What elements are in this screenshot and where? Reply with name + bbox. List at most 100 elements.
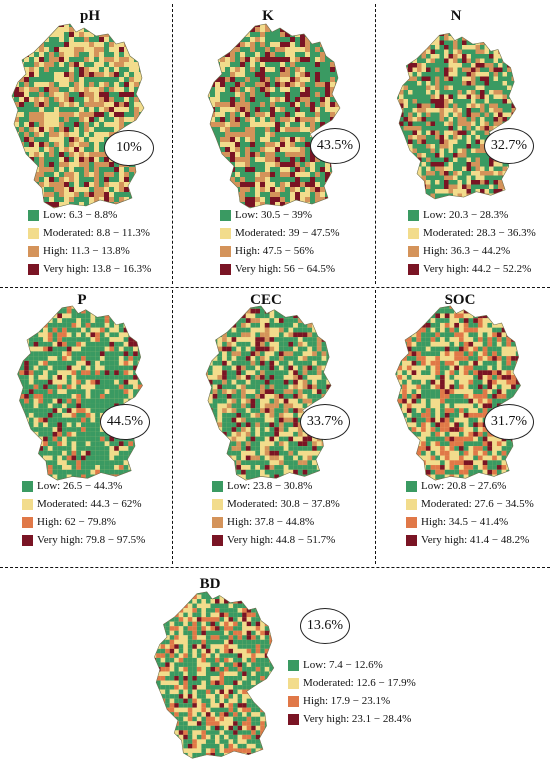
germany-map-bd: [154, 591, 275, 759]
panel-title: pH: [79, 8, 100, 24]
legend-item-very-high: Very high: 44.2 − 52.2%: [408, 260, 536, 278]
percent-badge: 32.7%: [484, 128, 534, 164]
panel-title: SOC: [444, 292, 476, 308]
divider-vertical-top-right: [375, 4, 376, 284]
legend-label: Moderated: 27.6 − 34.5%: [421, 497, 534, 510]
swatch-very-high: [408, 263, 419, 275]
swatch-moderated: [220, 227, 231, 239]
swatch-moderated: [408, 227, 419, 239]
swatch-high: [220, 245, 231, 257]
swatch-low: [22, 480, 33, 492]
legend-item-moderated: Moderated: 30.8 − 37.8%: [212, 495, 340, 513]
swatch-high: [28, 245, 39, 257]
germany-map-k: [207, 23, 341, 209]
map-raster: [208, 24, 340, 208]
legend-ph: Low: 6.3 − 8.8% Moderated: 8.8 − 11.3% H…: [28, 206, 151, 278]
legend-label: Very high: 13.8 − 16.3%: [43, 262, 152, 275]
legend-cec: Low: 23.8 − 30.8% Moderated: 30.8 − 37.8…: [212, 477, 340, 549]
swatch-moderated: [288, 677, 299, 689]
legend-label: High: 37.8 − 44.8%: [227, 515, 315, 528]
legend-label: High: 36.3 − 44.2%: [423, 244, 511, 257]
panel-title: P: [77, 292, 87, 308]
germany-map-n: [396, 33, 517, 200]
legend-item-high: High: 34.5 − 41.4%: [406, 513, 534, 531]
legend-item-moderated: Moderated: 12.6 − 17.9%: [288, 674, 416, 692]
legend-item-high: High: 36.3 − 44.2%: [408, 242, 536, 260]
legend-item-very-high: Very high: 41.4 − 48.2%: [406, 531, 534, 549]
swatch-low: [406, 480, 417, 492]
germany-map-cec: [205, 305, 332, 481]
legend-label: Low: 30.5 − 39%: [235, 208, 313, 221]
legend-k: Low: 30.5 − 39% Moderated: 39 − 47.5% Hi…: [220, 206, 340, 278]
swatch-high: [212, 516, 223, 528]
swatch-low: [28, 209, 39, 221]
legend-label: High: 34.5 − 41.4%: [421, 515, 509, 528]
legend-label: Very high: 41.4 − 48.2%: [421, 533, 530, 546]
legend-item-high: High: 11.3 − 13.8%: [28, 242, 151, 260]
germany-map-p: [17, 305, 143, 481]
legend-item-low: Low: 20.3 − 28.3%: [408, 206, 536, 224]
legend-label: Low: 6.3 − 8.8%: [43, 208, 118, 221]
swatch-low: [408, 209, 419, 221]
swatch-moderated: [212, 498, 223, 510]
map-raster: [397, 33, 516, 199]
germany-outline: [11, 23, 145, 209]
panel-title: K: [262, 8, 274, 24]
swatch-high: [408, 245, 419, 257]
legend-item-very-high: Very high: 79.8 − 97.5%: [22, 531, 145, 549]
percent-badge: 43.5%: [310, 128, 360, 164]
germany-outline: [396, 33, 517, 200]
germany-map-ph: [11, 23, 145, 209]
legend-label: High: 11.3 − 13.8%: [43, 244, 130, 257]
germany-outline: [207, 23, 341, 209]
legend-label: Moderated: 12.6 − 17.9%: [303, 676, 416, 689]
legend-n: Low: 20.3 − 28.3% Moderated: 28.3 − 36.3…: [408, 206, 536, 278]
legend-label: High: 62 − 79.8%: [37, 515, 116, 528]
map-raster: [206, 305, 332, 481]
germany-map-soc: [395, 305, 521, 481]
legend-item-low: Low: 26.5 − 44.3%: [22, 477, 145, 495]
legend-label: Moderated: 39 − 47.5%: [235, 226, 340, 239]
legend-item-very-high: Very high: 23.1 − 28.4%: [288, 710, 416, 728]
percent-badge: 44.5%: [100, 404, 150, 440]
swatch-high: [406, 516, 417, 528]
map-raster: [12, 24, 144, 208]
germany-outline: [395, 305, 521, 481]
legend-item-low: Low: 23.8 − 30.8%: [212, 477, 340, 495]
legend-bd: Low: 7.4 − 12.6% Moderated: 12.6 − 17.9%…: [288, 656, 416, 728]
map-raster: [154, 591, 274, 759]
legend-label: Moderated: 28.3 − 36.3%: [423, 226, 536, 239]
panel-title: CEC: [250, 292, 282, 308]
germany-outline: [205, 305, 332, 481]
swatch-very-high: [220, 263, 231, 275]
legend-item-very-high: Very high: 44.8 − 51.7%: [212, 531, 340, 549]
percent-badge: 13.6%: [300, 608, 350, 644]
legend-item-high: High: 17.9 − 23.1%: [288, 692, 416, 710]
legend-label: Low: 20.3 − 28.3%: [423, 208, 509, 221]
divider-vertical-top-left: [172, 4, 173, 284]
legend-label: Low: 20.8 − 27.6%: [421, 479, 507, 492]
swatch-high: [288, 695, 299, 707]
map-raster: [395, 305, 521, 481]
legend-label: Very high: 56 − 64.5%: [235, 262, 335, 275]
divider-vertical-mid-left: [172, 290, 173, 564]
germany-outline: [154, 591, 275, 759]
swatch-very-high: [212, 534, 223, 546]
legend-label: Very high: 44.2 − 52.2%: [423, 262, 532, 275]
legend-label: Low: 23.8 − 30.8%: [227, 479, 313, 492]
swatch-low: [212, 480, 223, 492]
legend-p: Low: 26.5 − 44.3% Moderated: 44.3 − 62% …: [22, 477, 145, 549]
legend-label: High: 47.5 − 56%: [235, 244, 314, 257]
swatch-low: [288, 659, 299, 671]
legend-item-moderated: Moderated: 27.6 − 34.5%: [406, 495, 534, 513]
divider-horizontal-top: [0, 287, 550, 288]
percent-badge: 31.7%: [484, 404, 534, 440]
swatch-very-high: [28, 263, 39, 275]
swatch-moderated: [22, 498, 33, 510]
germany-outline: [17, 305, 143, 481]
legend-item-moderated: Moderated: 39 − 47.5%: [220, 224, 340, 242]
legend-item-moderated: Moderated: 8.8 − 11.3%: [28, 224, 151, 242]
legend-item-very-high: Very high: 56 − 64.5%: [220, 260, 340, 278]
legend-label: Moderated: 44.3 − 62%: [37, 497, 142, 510]
swatch-moderated: [406, 498, 417, 510]
